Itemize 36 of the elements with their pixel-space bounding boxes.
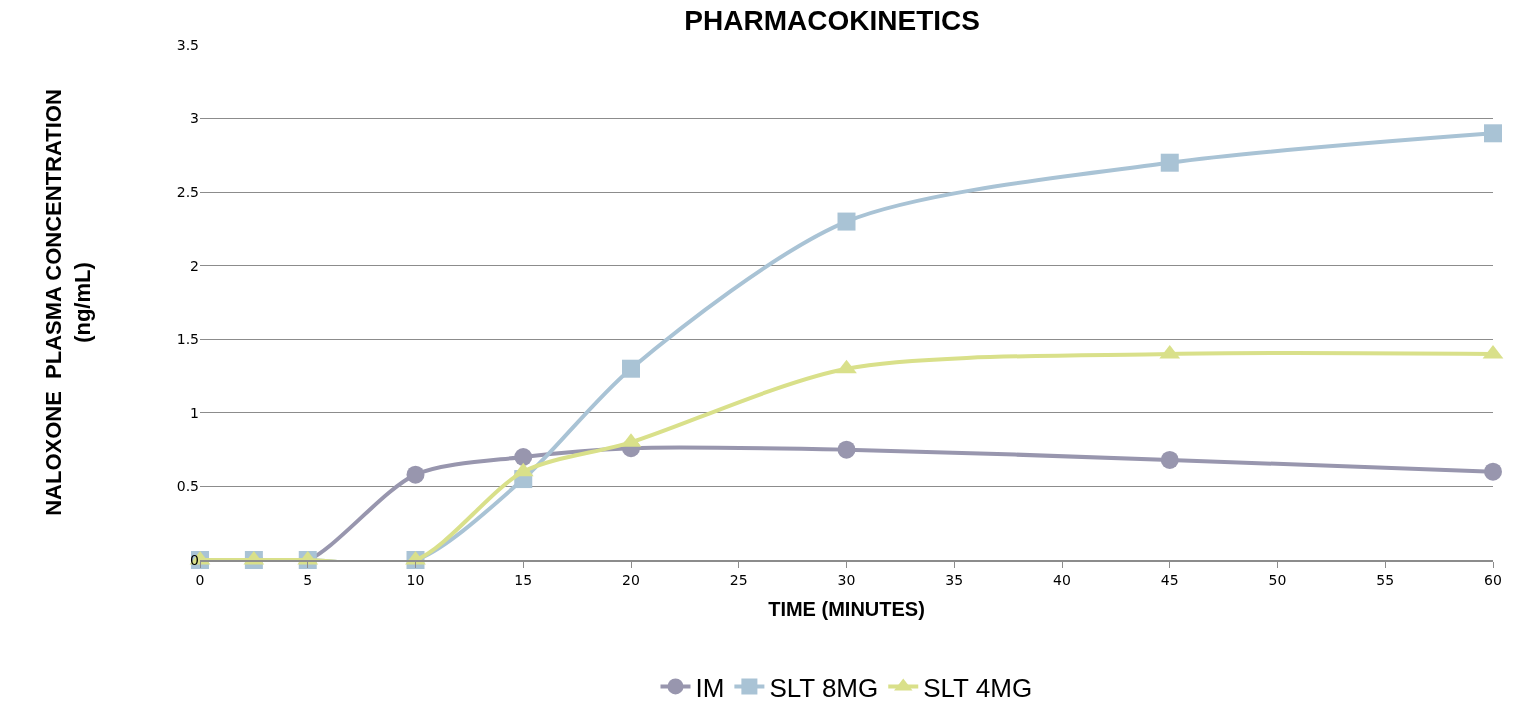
x-tick-label: 55 bbox=[1376, 571, 1395, 588]
y-tick-label: 3.5 bbox=[176, 36, 199, 53]
x-tick-label: 10 bbox=[406, 571, 425, 588]
point bbox=[1484, 462, 1502, 481]
x-tick-label: 15 bbox=[514, 571, 533, 588]
x-tick-label: 35 bbox=[945, 571, 964, 588]
x-tick-label: 40 bbox=[1053, 571, 1071, 588]
x-axis-title: TIME (MINUTES) bbox=[768, 597, 925, 620]
point bbox=[1160, 153, 1179, 172]
y-tick-label: 2.5 bbox=[176, 184, 199, 201]
legend-label: SLT 4MG bbox=[923, 672, 1033, 703]
point bbox=[406, 465, 425, 484]
point bbox=[836, 359, 857, 374]
point bbox=[622, 359, 640, 378]
legend-label: IM bbox=[695, 672, 725, 703]
point bbox=[1160, 450, 1179, 469]
y-tick-label: 0.5 bbox=[176, 478, 199, 495]
x-tick-label: 30 bbox=[837, 571, 856, 588]
y-axis-title: NALOXONE PLASMA CONCENTRATION (ng/mL) bbox=[40, 89, 95, 516]
point bbox=[1484, 124, 1502, 143]
y-tick-label: 3 bbox=[190, 110, 199, 127]
x-tick-label: 20 bbox=[622, 571, 640, 588]
y-tick-label: 1 bbox=[190, 404, 199, 421]
x-tick-label: 45 bbox=[1160, 571, 1179, 588]
point bbox=[837, 212, 856, 231]
legend-label: SLT 8MG bbox=[769, 672, 879, 703]
y-tick-label: 1.5 bbox=[176, 331, 199, 348]
x-tick-label: 25 bbox=[729, 571, 748, 588]
x-tick-label: 60 bbox=[1484, 571, 1502, 588]
point bbox=[837, 440, 856, 459]
point bbox=[514, 448, 533, 466]
chart-title: PHARMACOKINETICS bbox=[684, 5, 980, 37]
x-tick-label: 50 bbox=[1268, 571, 1287, 588]
y-tick-label: 2 bbox=[190, 257, 199, 274]
y-tick-label: 0 bbox=[190, 551, 199, 568]
x-tick-label: 5 bbox=[303, 571, 313, 588]
